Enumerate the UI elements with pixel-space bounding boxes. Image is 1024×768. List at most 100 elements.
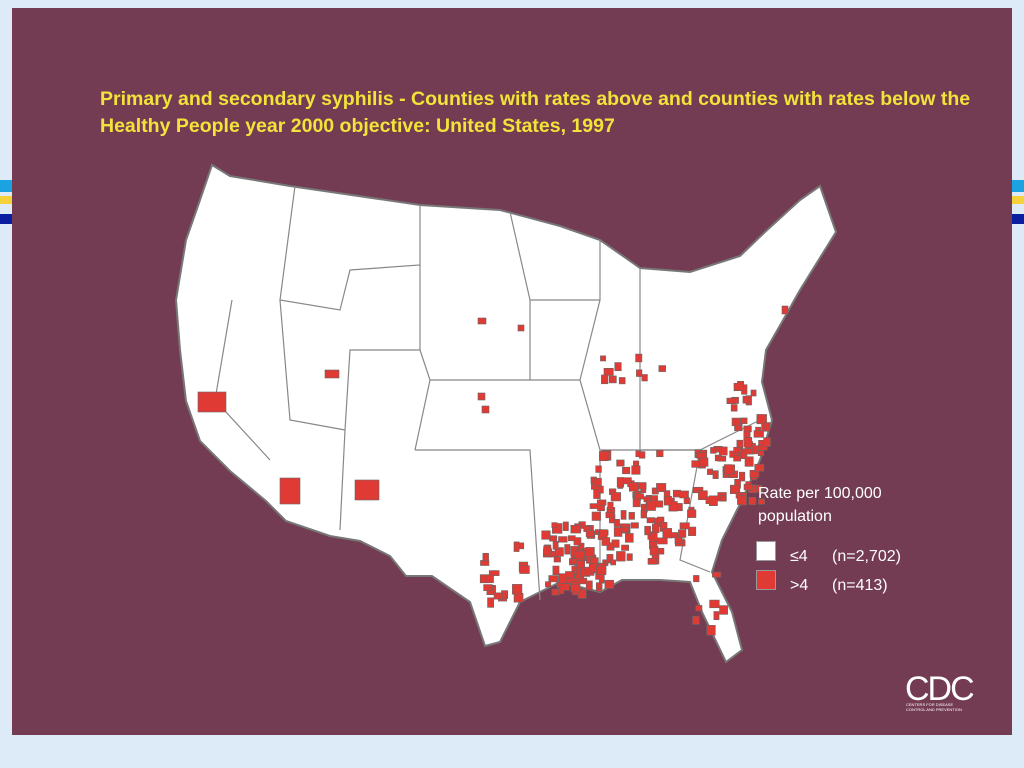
- county: [656, 449, 664, 458]
- county: [713, 611, 720, 620]
- county: [611, 539, 620, 548]
- county: [545, 581, 552, 588]
- county: [517, 324, 525, 332]
- county: [493, 592, 504, 600]
- county: [488, 570, 500, 576]
- county: [483, 584, 493, 591]
- county: [607, 501, 614, 510]
- county: [562, 521, 569, 531]
- county: [603, 367, 614, 376]
- county: [717, 455, 727, 462]
- slide-title: Primary and secondary syphilis - Countie…: [100, 88, 971, 137]
- county: [512, 584, 523, 595]
- county: [751, 445, 758, 455]
- county: [699, 457, 709, 467]
- county: [480, 560, 490, 566]
- county: [354, 479, 380, 501]
- county: [739, 471, 746, 482]
- county: [693, 575, 700, 583]
- county: [683, 497, 690, 505]
- county: [630, 522, 639, 529]
- county: [737, 380, 745, 391]
- county: [646, 500, 656, 511]
- county: [662, 528, 672, 539]
- county: [634, 493, 644, 500]
- county: [678, 529, 687, 538]
- county: [756, 485, 763, 493]
- county: [652, 523, 660, 533]
- county: [726, 397, 736, 404]
- county: [733, 454, 742, 462]
- legend-count: (n=2,702): [832, 548, 901, 565]
- county: [753, 430, 764, 438]
- county-markers: [197, 305, 789, 636]
- county: [513, 593, 524, 603]
- county: [698, 490, 708, 501]
- county: [595, 465, 602, 473]
- county: [477, 317, 487, 325]
- county: [598, 573, 605, 584]
- county: [748, 496, 757, 506]
- legend-label: >4: [790, 577, 809, 594]
- county: [640, 510, 648, 519]
- county: [552, 565, 560, 576]
- county: [553, 556, 561, 563]
- county: [649, 545, 659, 556]
- county: [585, 530, 595, 537]
- county: [758, 498, 766, 505]
- county: [549, 535, 558, 542]
- county: [657, 547, 665, 555]
- county: [709, 599, 720, 609]
- county: [763, 422, 771, 432]
- county: [628, 512, 635, 520]
- county: [692, 615, 700, 625]
- county: [679, 490, 689, 499]
- county: [691, 460, 700, 468]
- county: [707, 468, 713, 475]
- county: [279, 477, 301, 505]
- county: [744, 456, 754, 467]
- county: [596, 582, 603, 590]
- county: [551, 522, 558, 529]
- county: [481, 405, 490, 414]
- county: [636, 369, 643, 377]
- county: [589, 503, 598, 509]
- county: [719, 605, 728, 615]
- county: [757, 444, 768, 451]
- county: [729, 484, 741, 495]
- county: [616, 459, 625, 467]
- county: [485, 574, 494, 583]
- county: [558, 536, 568, 543]
- county: [631, 465, 641, 475]
- county: [597, 485, 604, 494]
- county: [668, 501, 678, 512]
- county: [646, 517, 656, 524]
- county: [695, 605, 703, 612]
- county: [743, 437, 753, 448]
- county: [601, 537, 611, 546]
- county: [570, 583, 581, 593]
- county: [606, 554, 614, 564]
- county: [552, 540, 559, 550]
- county: [639, 451, 646, 459]
- county: [593, 477, 602, 487]
- county: [712, 571, 722, 578]
- county: [781, 305, 789, 315]
- county: [743, 425, 752, 433]
- county: [706, 625, 716, 636]
- county: [750, 389, 757, 397]
- legend-count: (n=413): [832, 577, 888, 594]
- county: [610, 492, 621, 502]
- county: [657, 537, 668, 545]
- county: [635, 353, 643, 363]
- county: [599, 451, 609, 462]
- county: [541, 530, 551, 540]
- legend-title: population: [758, 508, 832, 525]
- county: [757, 450, 765, 457]
- cdc-logo-subtitle: CENTERS FOR DISEASE CONTROL AND PREVENTI…: [906, 702, 962, 712]
- county: [656, 483, 667, 493]
- county: [585, 547, 595, 557]
- county: [644, 525, 651, 536]
- county: [565, 577, 573, 584]
